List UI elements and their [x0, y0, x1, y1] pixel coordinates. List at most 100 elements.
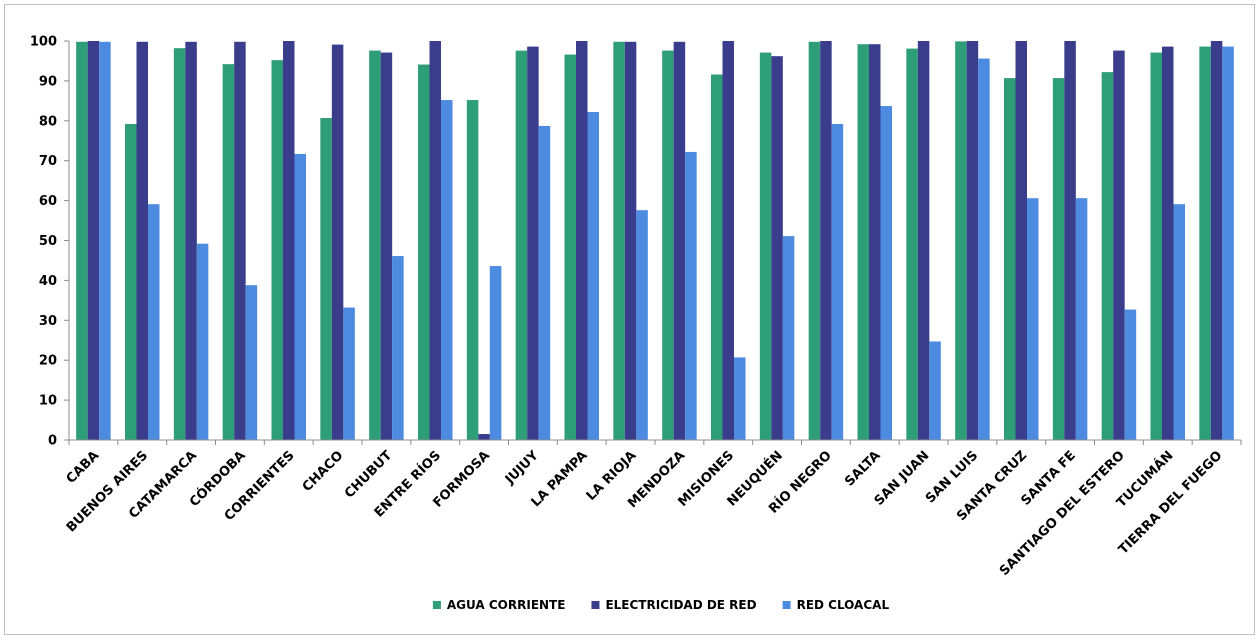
bar [1173, 204, 1185, 440]
y-tick-label: 40 [39, 274, 57, 289]
bar [636, 210, 648, 440]
bar [831, 123, 844, 440]
bar [1210, 41, 1223, 440]
y-tick-label: 30 [39, 314, 57, 329]
bar [759, 52, 772, 441]
bar [369, 50, 381, 441]
bar [624, 41, 637, 440]
bar [283, 41, 295, 440]
bar [538, 125, 551, 440]
y-tick-label: 10 [39, 394, 57, 409]
bar [125, 123, 137, 440]
bar [478, 434, 490, 440]
y-tick-label: 50 [39, 234, 57, 249]
bar [466, 100, 479, 440]
bar [857, 44, 869, 440]
bar [271, 60, 283, 440]
bar [515, 50, 528, 441]
bar [418, 64, 430, 440]
bar [587, 112, 599, 440]
bar [880, 106, 892, 441]
bar [978, 58, 990, 440]
bar [808, 41, 821, 440]
y-tick-label: 60 [39, 194, 57, 209]
bar [294, 153, 306, 441]
x-tick-label: BUENOS AIRES [64, 448, 151, 535]
bar [136, 41, 148, 440]
legend-label: RED CLOACAL [797, 598, 890, 612]
bar [87, 41, 100, 440]
bar [331, 44, 344, 440]
y-axis-ticks: 0 10 20 30 40 50 60 70 80 90 100 [30, 35, 69, 449]
bar [343, 307, 355, 440]
bar [662, 50, 674, 441]
y-tick-label: 0 [48, 434, 57, 449]
y-tick-label: 100 [30, 35, 57, 50]
x-tick-label: CABA [64, 448, 103, 487]
chart-frame: 0 10 20 30 40 50 60 70 80 90 100 CABA BUENOS AIRES C… [4, 4, 1255, 635]
bar [196, 243, 209, 440]
legend-swatch [782, 601, 791, 609]
legend-label: ELECTRICIDAD DE RED [605, 598, 756, 612]
y-tick-label: 90 [39, 74, 57, 89]
x-tick-label: JUJUY [502, 448, 542, 488]
x-tick-label: CHACO [300, 448, 347, 495]
legend-label: AGUA CORRIENTE [447, 598, 566, 612]
legend-swatch [591, 601, 600, 609]
bar [173, 48, 186, 440]
bar [185, 41, 197, 440]
bar [392, 256, 404, 440]
bar [1199, 46, 1211, 440]
x-tick-label: SALTA [842, 448, 883, 489]
y-tick-label: 70 [39, 154, 57, 169]
bar [1150, 52, 1162, 441]
bar [576, 41, 588, 440]
axes [68, 41, 1242, 445]
bar [1004, 78, 1016, 441]
bar [955, 41, 967, 441]
bar [429, 41, 441, 440]
bar [820, 41, 832, 440]
bar [1162, 46, 1174, 440]
bar [929, 341, 941, 440]
bar [734, 357, 746, 440]
bar [1113, 50, 1125, 441]
bar [782, 236, 795, 440]
bar [1027, 198, 1039, 440]
legend: AGUA CORRIENTE ELECTRICIDAD DE RED RED CLO… [432, 598, 890, 612]
y-tick-label: 20 [39, 354, 57, 369]
bar [966, 41, 979, 440]
bar [1101, 72, 1114, 440]
bar [869, 44, 881, 440]
bar [527, 46, 539, 440]
bar [148, 204, 160, 440]
bar [245, 285, 258, 440]
bar [673, 41, 686, 440]
legend-swatch [432, 601, 441, 609]
bar [711, 74, 723, 441]
bar [489, 266, 502, 440]
bar [1052, 78, 1065, 441]
bar [771, 56, 783, 441]
bar [1222, 46, 1234, 440]
bar [1064, 41, 1076, 440]
bar [613, 41, 625, 440]
bar [1015, 41, 1027, 440]
bar [685, 151, 697, 440]
bar [320, 118, 332, 440]
bar [380, 52, 393, 441]
bar [1075, 198, 1088, 440]
bar [564, 54, 576, 440]
bar [76, 41, 88, 440]
bar [917, 41, 930, 440]
bar [1124, 309, 1137, 440]
bar [222, 64, 235, 440]
y-tick-label: 80 [39, 114, 57, 129]
bar [906, 48, 918, 441]
bar [234, 41, 246, 440]
bar [441, 100, 453, 440]
bar [99, 41, 111, 440]
bar [722, 41, 734, 440]
